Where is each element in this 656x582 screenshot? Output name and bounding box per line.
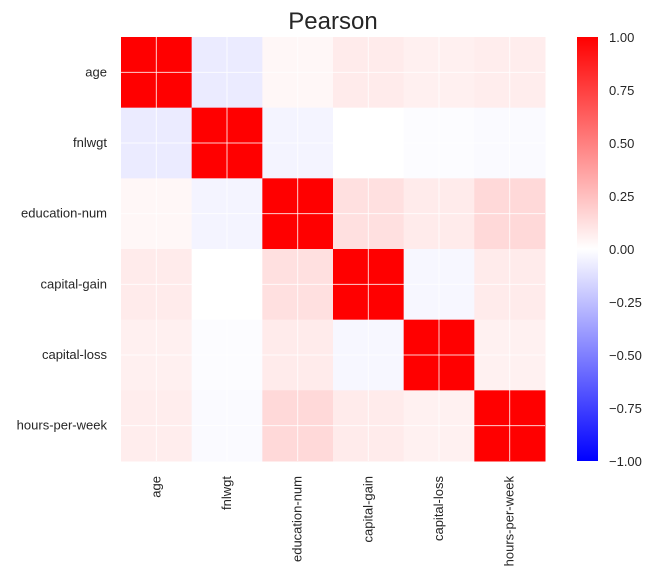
x-tick-label: age [148, 476, 163, 498]
colorbar-tick-label: −0.25 [609, 295, 642, 310]
colorbar-tick-label: −0.75 [609, 401, 642, 416]
y-tick-label: hours-per-week [17, 418, 108, 433]
colorbar-tick-label: 1.00 [609, 30, 634, 45]
colorbar-tick-label: 0.75 [609, 83, 634, 98]
chart-title: Pearson [288, 8, 377, 35]
colorbar-tick-label: 0.25 [609, 189, 634, 204]
y-tick-label: education-num [21, 206, 107, 221]
colorbar [577, 37, 598, 461]
y-tick-label: age [85, 64, 107, 79]
grid-lines [121, 37, 545, 461]
x-tick-label: education-num [290, 476, 305, 562]
y-tick-labels: age fnlwgt education-num capital-gain capita… [17, 64, 108, 432]
y-tick-label: fnlwgt [73, 135, 107, 150]
x-tick-label: capital-gain [360, 476, 375, 543]
y-tick-label: capital-loss [42, 347, 108, 362]
x-tick-label: hours-per-week [502, 476, 517, 567]
x-tick-label: capital-loss [431, 476, 446, 542]
y-tick-label: capital-gain [41, 276, 108, 291]
x-tick-label: fnlwgt [219, 476, 234, 510]
heatmap-cells [121, 37, 546, 462]
x-tick-labels: age fnlwgt education-num capital-gain capita… [148, 476, 516, 567]
colorbar-ticks: 1.00 0.75 0.50 0.25 0.00 −0.25 −0.50 −0.75 −1.00 [609, 30, 642, 469]
colorbar-tick-label: 0.00 [609, 242, 634, 257]
colorbar-tick-label: −0.50 [609, 348, 642, 363]
colorbar-tick-label: 0.50 [609, 136, 634, 151]
colorbar-tick-label: −1.00 [609, 454, 642, 469]
